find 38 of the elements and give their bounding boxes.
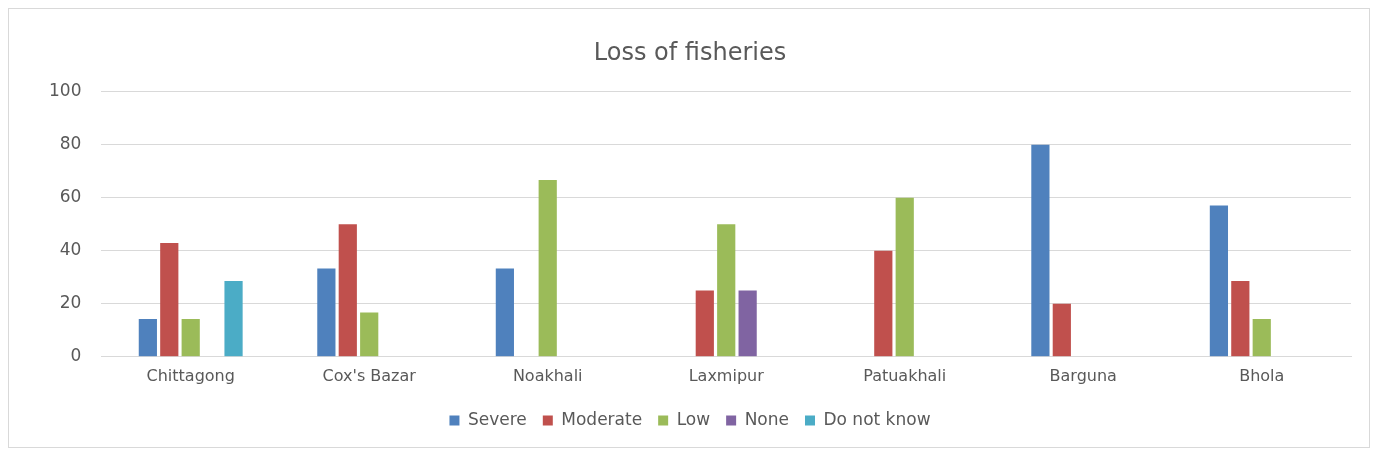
y-tick-label: 100	[48, 80, 82, 101]
bar	[874, 250, 893, 357]
x-tick-label: Chittagong	[146, 365, 235, 385]
bar	[1031, 144, 1050, 357]
y-tick-label: 60	[59, 186, 82, 207]
bar	[1052, 303, 1071, 357]
x-tick-label: Barguna	[1049, 365, 1117, 385]
bar	[895, 197, 914, 357]
chart-title: Loss of fisheries	[593, 37, 787, 66]
bar	[360, 312, 379, 357]
legend-label: Moderate	[561, 408, 643, 429]
legend-label: Low	[676, 408, 711, 429]
bar	[1231, 281, 1250, 357]
x-tick-label: Cox's Bazar	[322, 365, 417, 385]
bar	[495, 268, 514, 357]
bar	[138, 318, 157, 357]
x-tick-label: Patuakhali	[863, 365, 947, 385]
x-tick-label: Laxmipur	[688, 365, 765, 385]
x-tick-label: Bhola	[1239, 365, 1285, 385]
y-tick-label: 20	[59, 292, 82, 313]
y-tick-label: 80	[59, 133, 82, 154]
bar	[224, 281, 243, 357]
bar	[695, 290, 714, 357]
y-tick-label: 40	[59, 239, 82, 260]
legend-label: Do not know	[823, 408, 931, 429]
bar	[317, 268, 336, 357]
y-tick-label: 0	[70, 345, 82, 366]
x-tick-label: Noakhali	[512, 365, 583, 385]
legend-label: None	[744, 408, 789, 429]
bar	[160, 243, 179, 357]
bar	[338, 224, 357, 357]
legend-label: Severe	[467, 408, 527, 429]
bar	[717, 224, 736, 357]
bar	[1209, 205, 1229, 357]
bar	[1252, 318, 1271, 357]
bar	[181, 318, 200, 357]
bar	[738, 290, 757, 357]
bar	[538, 180, 557, 357]
